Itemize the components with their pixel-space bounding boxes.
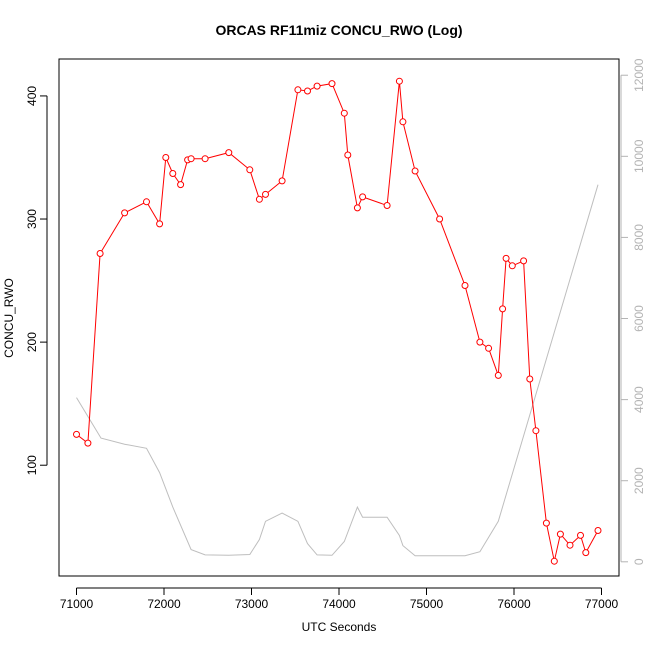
secondary-series-line: [76, 184, 599, 557]
data-point: [187, 155, 195, 163]
data-point: [225, 149, 233, 157]
x-tick-label: 75000: [410, 597, 444, 611]
x-tick-label: 72000: [147, 597, 181, 611]
data-point: [84, 439, 92, 447]
data-point: [304, 87, 311, 95]
y2-tick-label: 8000: [632, 224, 646, 251]
data-point: [246, 166, 254, 174]
data-point: [278, 177, 286, 185]
data-point: [502, 254, 510, 262]
data-point: [177, 181, 185, 189]
data-point: [255, 195, 263, 203]
y2-tick-label: 0: [632, 558, 646, 565]
data-point: [582, 549, 590, 557]
data-point: [344, 151, 352, 159]
x-tick-label: 71000: [60, 597, 94, 611]
data-point: [359, 193, 367, 201]
data-point: [353, 204, 361, 212]
x-tick-label: 76000: [497, 597, 531, 611]
data-point: [340, 109, 348, 117]
x-tick-label: 77000: [585, 597, 619, 611]
y-tick-label: 100: [25, 455, 39, 475]
y-tick-label: 200: [25, 332, 39, 352]
data-point: [395, 77, 403, 85]
data-point: [532, 427, 540, 435]
x-axis-label: UTC Seconds: [302, 620, 377, 634]
data-point: [399, 118, 407, 126]
data-point: [121, 209, 129, 217]
primary-series-line: [76, 81, 599, 562]
data-point: [383, 202, 391, 209]
plot-frame: [58, 58, 620, 577]
primary-series-layer: [73, 77, 602, 565]
y-tick-label: 300: [25, 209, 39, 229]
data-point: [73, 430, 80, 438]
y2-tick-label: 4000: [632, 386, 646, 413]
data-point: [162, 154, 170, 161]
data-point: [526, 375, 534, 383]
data-point: [294, 86, 302, 94]
data-point: [262, 190, 269, 198]
data-point: [201, 155, 209, 163]
data-point: [411, 167, 419, 175]
data-point: [156, 220, 164, 228]
y2-tick-label: 6000: [632, 305, 646, 332]
data-point: [461, 282, 469, 289]
y-axis-label: CONCU_RWO: [2, 278, 16, 358]
x-tick-label: 73000: [235, 597, 269, 611]
y2-tick-label: 2000: [632, 467, 646, 494]
data-point: [594, 527, 602, 534]
axes-layer: 71000 72000 73000 74000 75000 76000 77000 100 20…: [25, 58, 646, 611]
data-point: [499, 305, 507, 313]
data-point: [520, 257, 528, 265]
data-point: [566, 541, 574, 549]
data-point: [550, 557, 558, 565]
data-point: [436, 215, 444, 223]
y-tick-label: 400: [25, 86, 39, 106]
data-point: [328, 80, 336, 88]
data-point: [96, 250, 104, 257]
data-point: [169, 170, 177, 177]
data-point: [494, 371, 502, 379]
data-point: [542, 519, 550, 527]
data-point: [485, 344, 493, 352]
data-point: [143, 198, 150, 206]
y2-tick-label: 12000: [632, 58, 646, 92]
data-point: [556, 530, 564, 538]
y2-tick-label: 10000: [632, 139, 646, 173]
secondary-series-layer: [76, 184, 599, 557]
data-point: [476, 338, 484, 346]
data-point: [313, 82, 321, 90]
data-point: [577, 531, 584, 539]
x-tick-label: 74000: [322, 597, 356, 611]
chart-title: ORCAS RF11miz CONCU_RWO (Log): [215, 22, 462, 38]
data-point: [508, 262, 516, 270]
